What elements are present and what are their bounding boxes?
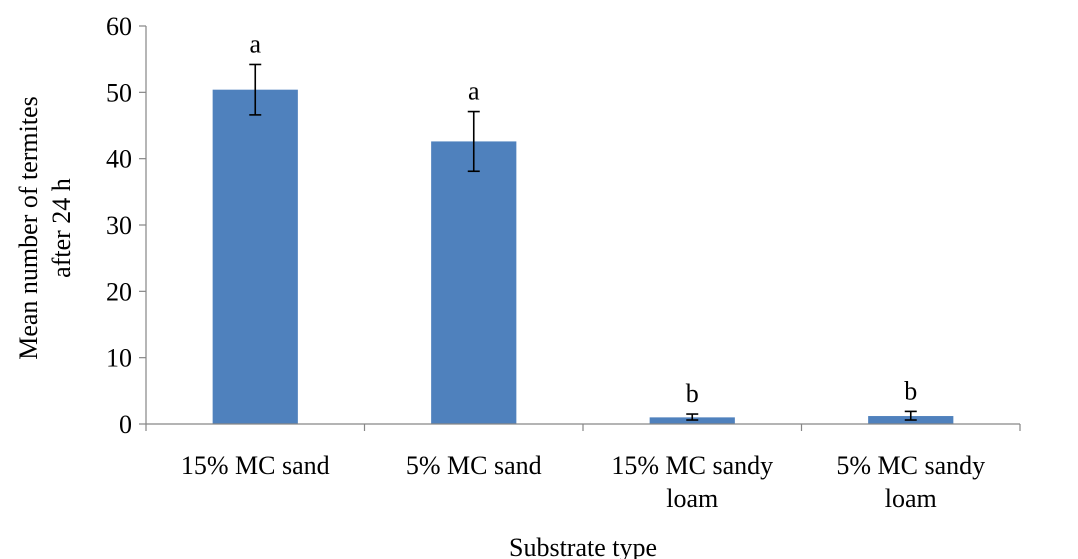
significance-letter: a — [249, 29, 261, 58]
significance-letter: b — [904, 376, 917, 405]
x-tick-label: 15% MC sand — [181, 451, 330, 480]
x-tick-label-line: 5% MC sand — [406, 451, 542, 480]
y-axis-title: Mean number of termites after 24 h — [14, 96, 76, 360]
x-axis-title: Substrate type — [509, 533, 657, 559]
bars — [212, 89, 954, 425]
error-bars — [249, 63, 917, 421]
x-tick-label: 15% MC sandy loam — [611, 451, 773, 513]
y-tick-label: 30 — [106, 211, 132, 240]
x-axis-ticks: 15% MC sand 5% MC sand 15% MC sandy loam5% … — [145, 424, 1021, 513]
y-tick-label: 60 — [106, 12, 132, 41]
y-axis-ticks: 0 10 20 30 40 50 60 — [106, 12, 146, 439]
x-tick-label: 5% MC sandy loam — [836, 451, 985, 513]
x-tick-label-line: loam — [666, 484, 718, 513]
y-tick-label: 20 — [106, 277, 132, 306]
significance-letters: a a b b — [249, 29, 917, 408]
x-tick-label-line: loam — [885, 484, 937, 513]
y-axis-title-line-2: after 24 h — [47, 178, 76, 278]
bar — [212, 89, 298, 425]
x-tick-label: 5% MC sand — [406, 451, 542, 480]
bar — [431, 141, 517, 425]
x-tick-label-line: 15% MC sand — [181, 451, 330, 480]
y-tick-label: 40 — [106, 145, 132, 174]
significance-letter: a — [468, 77, 480, 106]
y-tick-label: 50 — [106, 78, 132, 107]
significance-letter: b — [686, 379, 699, 408]
y-tick-label: 0 — [119, 410, 132, 439]
x-tick-label-line: 5% MC sandy — [836, 451, 985, 480]
y-tick-label: 10 — [106, 344, 132, 373]
y-axis-title-line-1: Mean number of termites — [14, 96, 43, 360]
x-tick-label-line: 15% MC sandy — [611, 451, 773, 480]
